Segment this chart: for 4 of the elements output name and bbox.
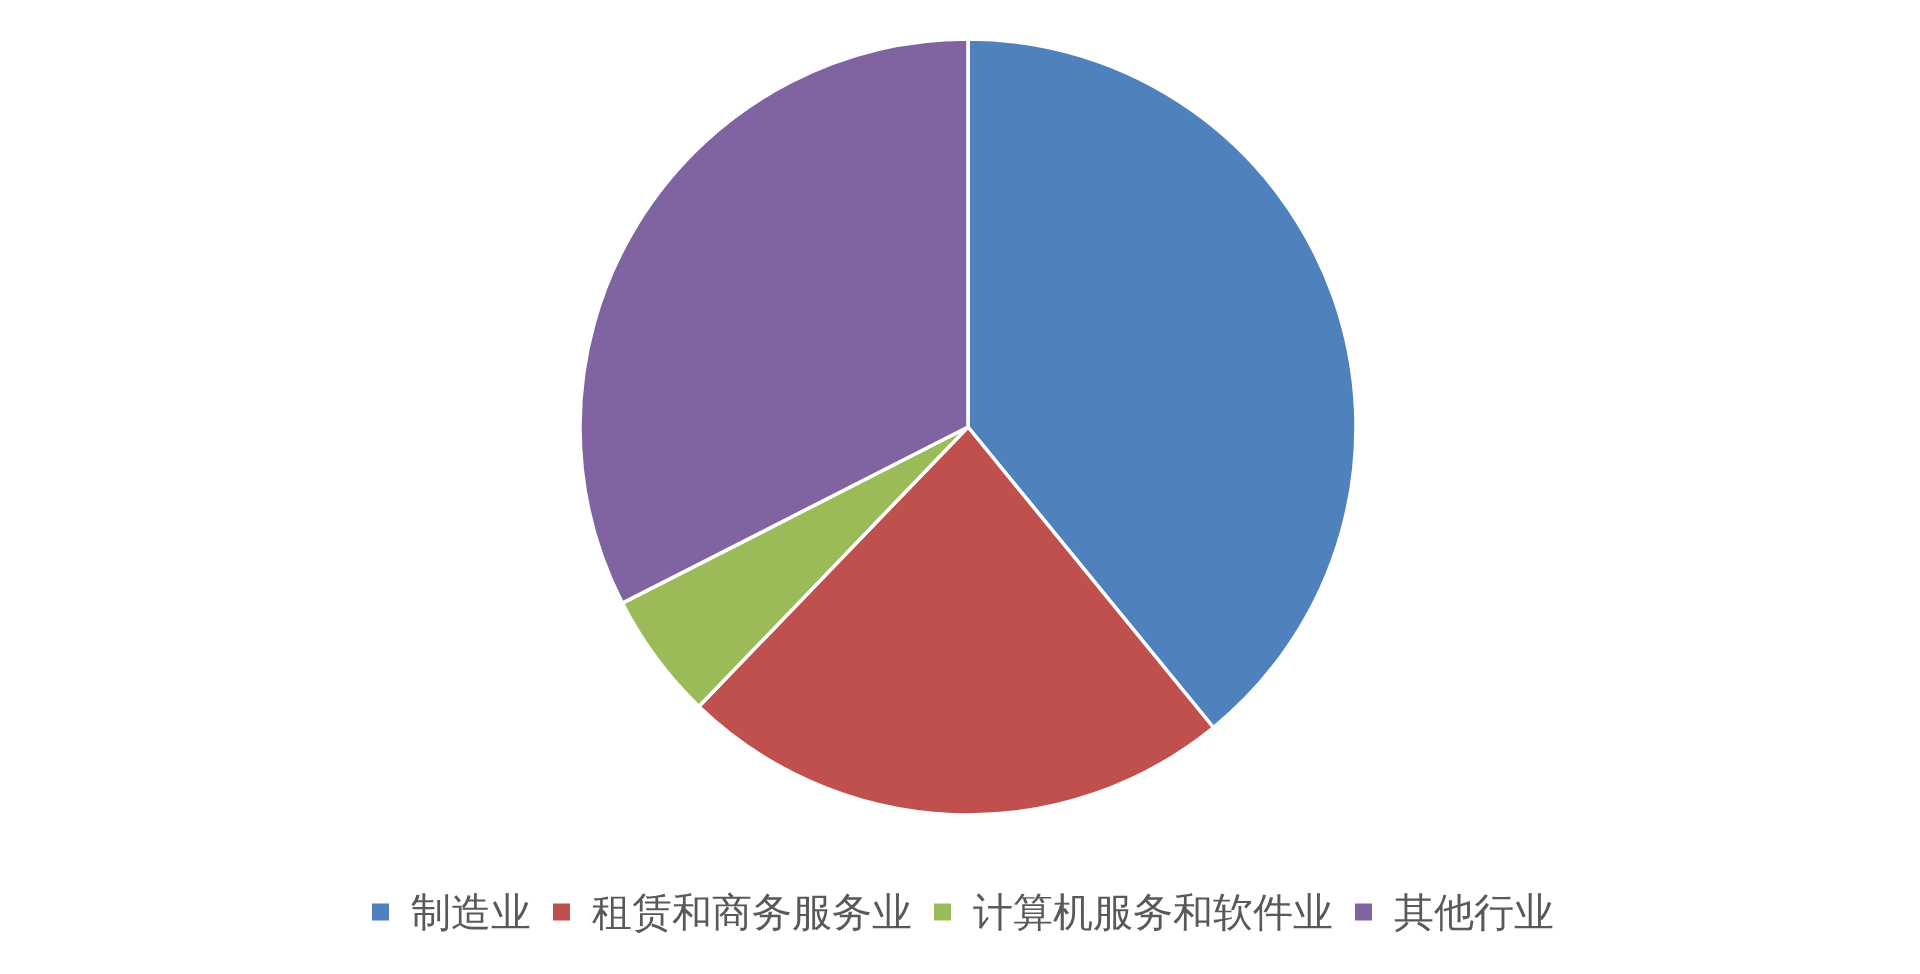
legend-label: 计算机服务和软件业 (973, 890, 1333, 934)
legend-label: 租赁和商务服务业 (592, 890, 912, 934)
legend-label: 其他行业 (1394, 890, 1554, 934)
legend-label: 制造业 (411, 890, 531, 934)
